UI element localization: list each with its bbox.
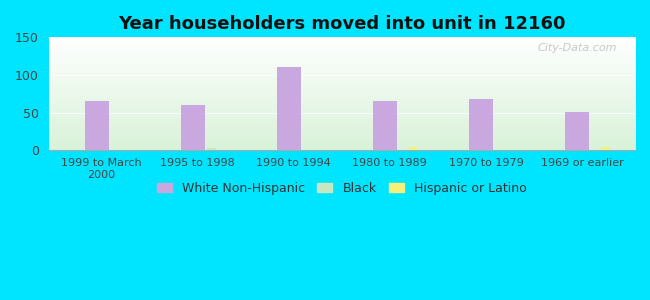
Bar <box>277 68 301 150</box>
Bar <box>469 99 493 150</box>
Title: Year householders moved into unit in 12160: Year householders moved into unit in 121… <box>118 15 566 33</box>
Bar <box>409 147 417 150</box>
Bar <box>84 101 109 150</box>
Bar <box>373 101 397 150</box>
Bar <box>181 105 205 150</box>
Bar <box>601 147 610 150</box>
Text: City-Data.com: City-Data.com <box>538 43 617 53</box>
Bar <box>207 148 216 150</box>
Bar <box>566 112 590 150</box>
Legend: White Non-Hispanic, Black, Hispanic or Latino: White Non-Hispanic, Black, Hispanic or L… <box>153 178 530 198</box>
